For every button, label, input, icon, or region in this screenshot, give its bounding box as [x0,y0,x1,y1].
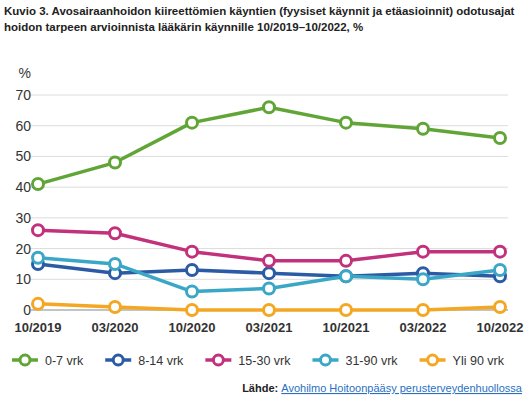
grid-line [30,248,508,249]
grid-line [30,125,508,126]
y-tick-label: 40 [15,179,31,195]
grid-line [30,95,508,96]
legend-label: 31-90 vrk [345,354,398,368]
series-marker [495,133,506,144]
series-marker [187,265,198,276]
series-marker [110,157,121,168]
chart-svg: 010203040506070%10/201903/202010/202003/… [0,0,530,407]
legend-label: 8-14 vrk [138,354,184,368]
legend-marker [20,355,30,365]
y-tick-label: 10 [15,271,31,287]
series-marker [110,258,121,269]
series-marker [33,179,44,190]
series-marker [418,274,429,285]
series-marker [187,286,198,297]
series-marker [495,265,506,276]
series-marker [187,117,198,128]
series-marker [110,228,121,239]
series-marker [264,305,275,316]
legend-label: 15-30 vrk [238,354,291,368]
series-marker [33,298,44,309]
y-tick-label: 30 [15,210,31,226]
legend-label: 0-7 vrk [45,354,84,368]
source-label: Lähde: [242,382,281,394]
legend-label: Yli 90 vrk [453,354,505,368]
legend-marker [213,355,223,365]
x-tick-label: 10/2020 [169,320,216,335]
series-marker [264,102,275,113]
series-marker [418,305,429,316]
y-tick-label: 50 [15,148,31,164]
source-link: Avohilmo Hoitoonpääsy perusterveydenhuol… [281,382,523,394]
series-marker [418,246,429,257]
series-marker [264,268,275,279]
series-marker [341,271,352,282]
series-marker [495,246,506,257]
y-tick-label: 20 [15,241,31,257]
series-marker [33,252,44,263]
grid-line [30,156,508,157]
series-marker [341,271,352,282]
series-marker [341,117,352,128]
series-marker [418,123,429,134]
series-marker [187,305,198,316]
series-marker [264,283,275,294]
legend-marker [320,355,330,365]
x-tick-label: 10/2019 [15,320,62,335]
series-marker [187,246,198,257]
x-tick-label: 03/2022 [400,320,447,335]
legend: 0-7 vrk 8-14 vrk 15-30 vrk 31-90 vrk Yli 90 … [12,354,505,368]
plot-data [33,102,506,316]
series-marker [33,225,44,236]
y-axis-label: % [19,65,31,81]
grid [30,95,508,310]
source: Lähde: Avohilmo Hoitoonpääsy perustervey… [242,382,523,394]
grid-line [30,217,508,218]
series-marker [110,301,121,312]
legend-marker [428,355,438,365]
x-tick-label: 03/2020 [92,320,139,335]
series-marker [495,301,506,312]
x-tick-label: 10/2021 [323,320,370,335]
series-marker [341,255,352,266]
grid-line [30,187,508,188]
series-line [38,107,500,184]
series-marker [341,305,352,316]
y-tick-label: 70 [15,87,31,103]
x-tick-label: 10/2022 [477,320,524,335]
series-marker [264,255,275,266]
x-tick-label: 03/2021 [246,320,293,335]
y-tick-label: 60 [15,118,31,134]
chart-title: Kuvio 3. Avosairaanhoidon kiireettömien … [4,3,526,35]
legend-marker [113,355,123,365]
